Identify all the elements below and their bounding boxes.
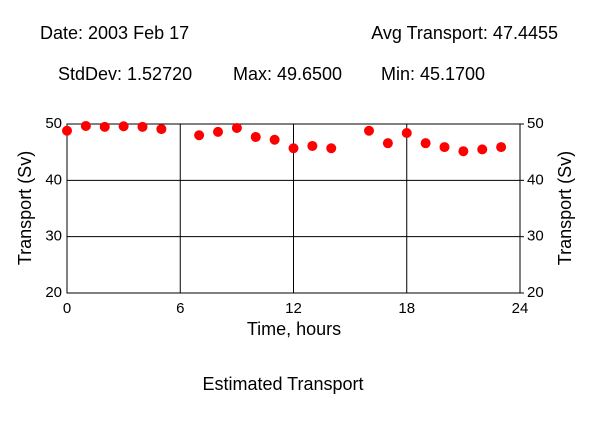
y2-tick-label: 50 — [527, 115, 544, 132]
point — [62, 125, 72, 136]
x-tick-label: 0 — [63, 300, 71, 317]
point — [496, 142, 507, 153]
point — [118, 121, 129, 132]
point — [326, 143, 337, 154]
point — [364, 125, 374, 136]
point — [194, 130, 205, 141]
annotation: Date: 2003 Feb 17 — [40, 23, 189, 43]
point — [439, 142, 450, 153]
annotation: Max: 49.6500 — [233, 64, 342, 84]
x-tick-label: 18 — [398, 300, 415, 317]
chart-title: Estimated Transport — [202, 374, 363, 394]
point — [80, 120, 91, 131]
point — [458, 146, 469, 157]
x-axis-label: Time, hours — [247, 319, 341, 339]
point — [382, 138, 393, 149]
y-tick-label: 40 — [45, 171, 62, 188]
point — [269, 134, 280, 145]
point — [477, 144, 488, 155]
x-tick-label: 6 — [176, 300, 184, 317]
point — [137, 121, 148, 132]
point — [288, 143, 299, 154]
annotation: Avg Transport: 47.4455 — [371, 23, 558, 43]
point — [156, 124, 167, 135]
point — [231, 122, 242, 133]
point — [307, 140, 318, 151]
annotation: StdDev: 1.52720 — [58, 64, 192, 84]
y2-tick-label: 40 — [527, 171, 544, 188]
point — [401, 128, 412, 139]
annotation: Min: 45.1700 — [381, 64, 485, 84]
point — [213, 126, 223, 137]
point — [420, 138, 431, 149]
y-tick-label: 30 — [45, 228, 62, 245]
y-tick-label: 20 — [45, 284, 62, 301]
x-tick-label: 12 — [285, 300, 302, 317]
point — [250, 131, 261, 142]
x-tick-label: 24 — [512, 300, 529, 317]
point — [99, 121, 110, 132]
y2-axis-label: Transport (Sv) — [555, 151, 575, 265]
y2-tick-label: 30 — [527, 228, 544, 245]
y-tick-label: 50 — [45, 115, 62, 132]
y-axis-label: Transport (Sv) — [15, 151, 35, 265]
y2-tick-label: 20 — [527, 284, 544, 301]
